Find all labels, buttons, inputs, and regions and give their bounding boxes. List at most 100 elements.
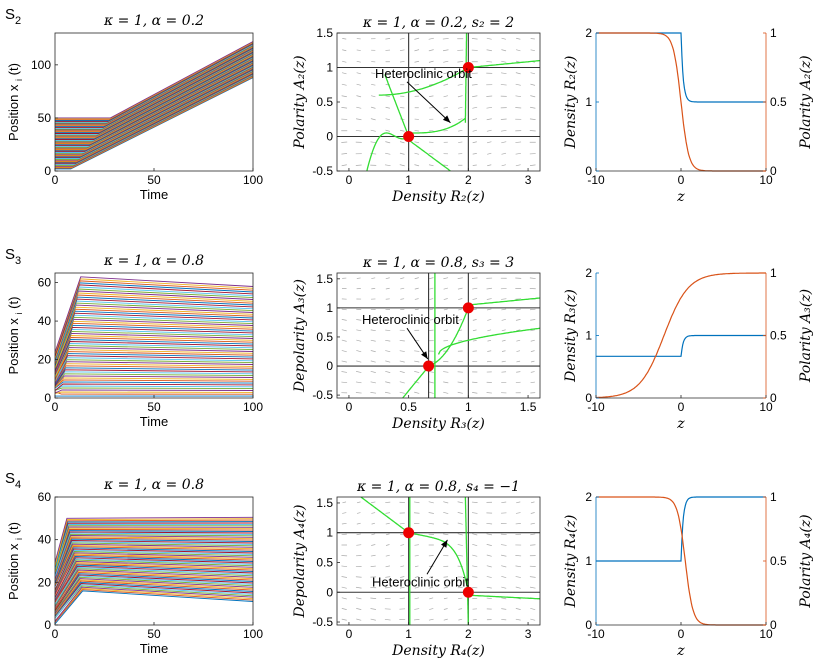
trajectory-line xyxy=(55,62,253,149)
chart-title: κ = 1, α = 0.2 xyxy=(103,13,204,29)
x-tick-label: 10 xyxy=(759,173,773,187)
direction-arrow xyxy=(341,329,347,332)
direction-arrow xyxy=(472,118,478,121)
direction-arrow xyxy=(356,83,361,86)
trajectory-line xyxy=(55,59,253,145)
direction-arrow xyxy=(356,350,362,353)
direction-arrow xyxy=(443,329,448,331)
direction-arrow xyxy=(341,576,347,578)
direction-arrow xyxy=(414,554,419,557)
direction-arrow xyxy=(530,329,536,332)
y-tick-label: 50 xyxy=(38,111,52,125)
x-axis-label: Time xyxy=(140,641,168,656)
direction-arrow xyxy=(486,129,492,132)
direction-arrow xyxy=(516,37,521,40)
direction-arrow xyxy=(356,277,361,279)
direction-arrow xyxy=(457,95,463,98)
direction-arrow xyxy=(428,512,434,514)
direction-arrow xyxy=(400,565,405,568)
trajectory-line xyxy=(55,53,253,136)
direction-arrow xyxy=(486,37,492,40)
x-tick-label: 0 xyxy=(678,627,685,641)
direction-arrow xyxy=(429,287,434,290)
direction-arrow xyxy=(443,391,449,394)
direction-arrow xyxy=(399,370,405,373)
direction-arrow xyxy=(515,565,522,568)
orbit-lower-right xyxy=(437,327,540,355)
trajectory-line xyxy=(55,42,253,121)
trajectory-line xyxy=(55,369,253,387)
y-tick-label: 0 xyxy=(44,164,51,178)
trajectory-line xyxy=(55,546,253,586)
direction-arrow xyxy=(443,618,448,621)
trajectory-line xyxy=(55,64,253,152)
direction-arrow xyxy=(501,141,507,144)
trajectory-line xyxy=(55,49,253,130)
y-tick-label: 60 xyxy=(38,276,52,290)
direction-arrow xyxy=(457,83,463,86)
trajectory-line xyxy=(55,46,253,126)
direction-arrow xyxy=(472,340,477,342)
direction-arrow xyxy=(356,95,362,98)
direction-arrow xyxy=(500,72,507,75)
row-1: S2 κ = 1, α = 0.20 50 100050100TimePosition… xyxy=(5,6,814,205)
direction-arrow xyxy=(501,298,507,300)
y-tick-label-right: 1 xyxy=(770,266,777,280)
direction-arrow xyxy=(385,152,391,155)
x-tick-label: 0 xyxy=(346,400,353,414)
direction-arrow xyxy=(530,618,536,621)
orbit-right-vertical xyxy=(464,497,469,625)
x-tick-label: -10 xyxy=(587,400,605,414)
direction-arrow xyxy=(384,618,391,621)
y-tick-label: 1 xyxy=(326,61,333,75)
trajectory-line xyxy=(55,552,253,594)
direction-arrow xyxy=(515,95,522,98)
direction-arrow xyxy=(443,501,449,504)
direction-arrow xyxy=(385,287,390,290)
direction-arrow xyxy=(385,38,391,40)
direction-arrow xyxy=(356,329,362,332)
fixed-point xyxy=(462,302,474,314)
direction-arrow xyxy=(414,130,420,132)
direction-arrow xyxy=(501,308,507,311)
direction-arrow xyxy=(457,522,463,525)
x-tick-label: 1 xyxy=(405,627,412,641)
direction-arrow xyxy=(414,49,420,52)
row-label-sub: 3 xyxy=(15,255,21,267)
trajectory-line xyxy=(55,589,253,623)
direction-arrow xyxy=(356,533,361,536)
trajectory-line xyxy=(55,341,253,375)
y-axis-label: Depolarity A₄(z) xyxy=(292,505,308,619)
y-axis-label: Position x i (t) xyxy=(6,522,24,600)
direction-arrow xyxy=(384,164,391,167)
direction-arrow xyxy=(428,277,434,280)
direction-arrow xyxy=(443,533,449,536)
direction-arrow xyxy=(429,586,434,589)
y-tick-label: 60 xyxy=(38,490,52,504)
direction-arrow xyxy=(515,319,521,321)
direction-arrow xyxy=(356,597,362,600)
direction-arrow xyxy=(429,608,434,610)
direction-arrow xyxy=(501,565,507,568)
direction-arrow xyxy=(443,608,448,610)
direction-arrow xyxy=(414,287,419,290)
direction-arrow xyxy=(486,597,492,599)
direction-arrow xyxy=(472,576,478,578)
direction-arrow xyxy=(428,371,434,373)
trajectory-line xyxy=(55,586,253,622)
direction-arrow xyxy=(501,575,507,579)
direction-arrow xyxy=(501,60,507,63)
direction-arrow xyxy=(515,618,521,621)
direction-arrow xyxy=(515,152,521,155)
direction-arrow xyxy=(472,565,478,568)
trajectory-line xyxy=(55,391,253,394)
direction-arrow xyxy=(501,152,507,155)
direction-arrow xyxy=(501,501,507,504)
x-axis-label: z xyxy=(676,189,685,205)
trajectory-line xyxy=(55,73,253,165)
y-tick-label: 0 xyxy=(326,130,333,144)
trajectory-line xyxy=(55,60,253,147)
direction-arrow xyxy=(428,381,434,384)
chart-title: κ = 1, α = 0.2, s₂ = 2 xyxy=(362,15,514,31)
direction-arrow xyxy=(385,391,391,394)
